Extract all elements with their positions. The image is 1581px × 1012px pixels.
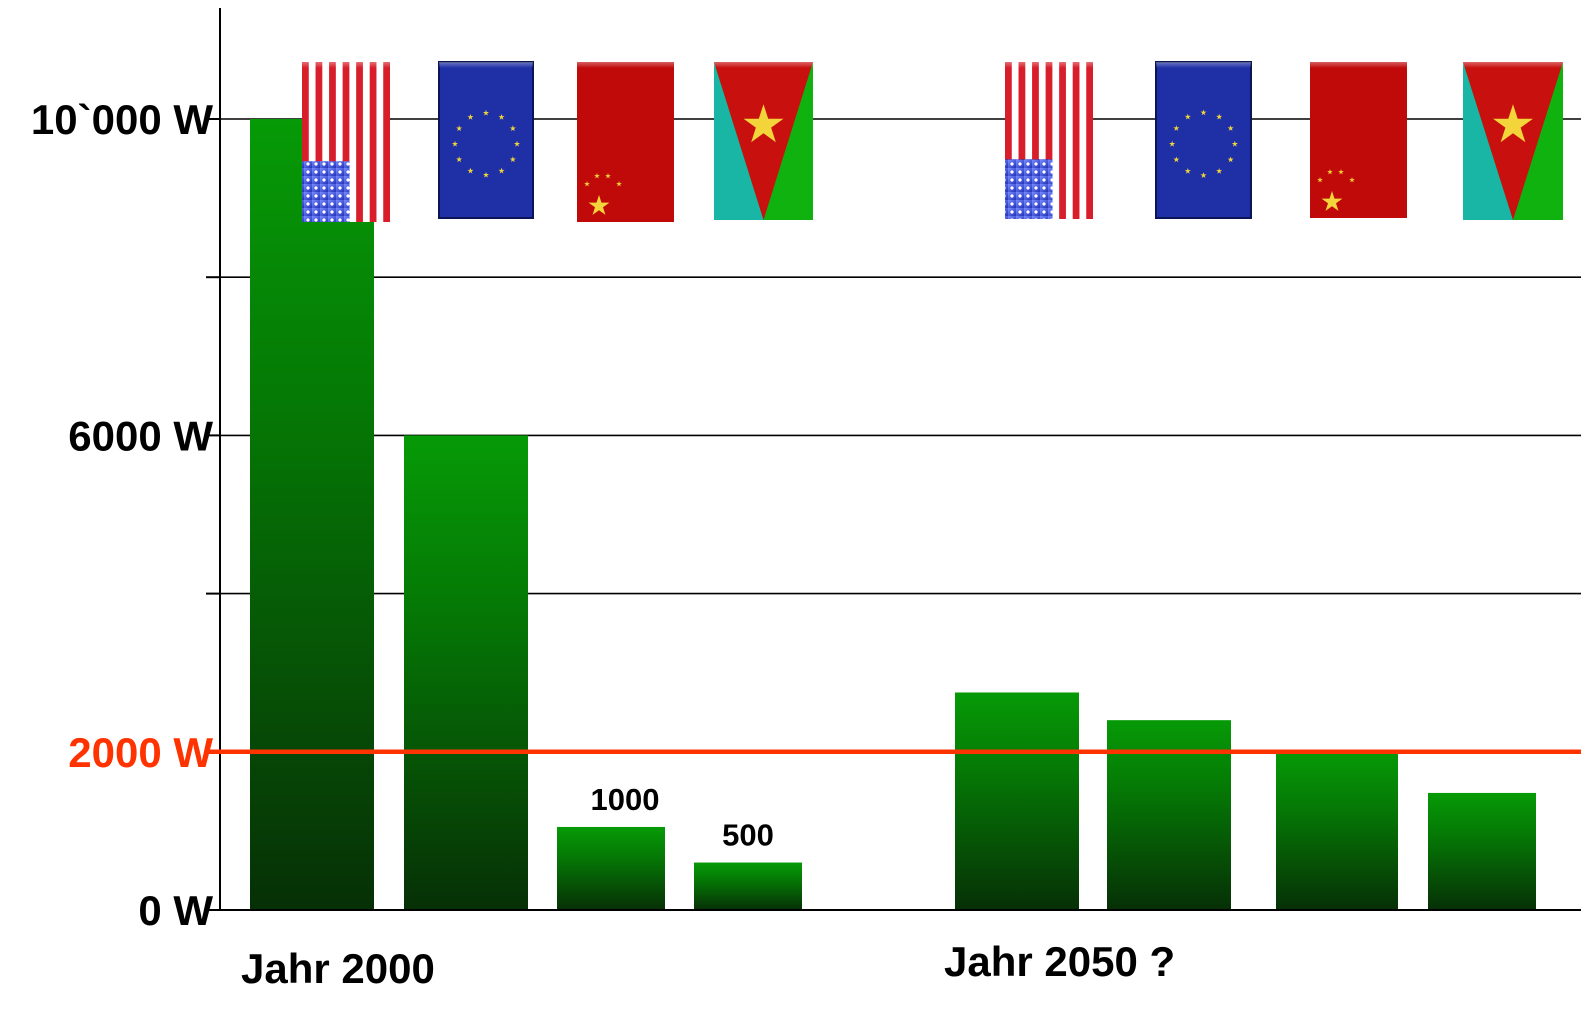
bar — [250, 119, 374, 910]
eu-flag-icon — [1155, 61, 1252, 219]
bar — [694, 862, 802, 910]
bar — [1428, 792, 1536, 910]
y-tick-label: 6000 W — [68, 412, 213, 459]
bars — [250, 119, 1536, 910]
group-label: Jahr 2000 — [241, 945, 435, 992]
usa-flag-icon — [1005, 62, 1093, 219]
group-label: Jahr 2050 ? — [944, 938, 1175, 985]
labels: 1000 500 0 W 2000 W 6000 W 10`000 W Jahr 2000 J… — [31, 96, 1175, 992]
china-flag-icon — [1310, 62, 1407, 218]
bar — [955, 692, 1079, 910]
bar — [1276, 751, 1398, 910]
y-tick-label: 0 W — [138, 887, 213, 934]
bar-data-label: 1000 — [591, 782, 660, 817]
bar — [557, 826, 665, 910]
china-flag-icon — [577, 62, 674, 222]
bar — [404, 435, 528, 910]
y-tick-label: 2000 W — [68, 729, 213, 776]
flags — [302, 61, 1563, 222]
eu-flag-icon — [438, 61, 534, 219]
axes — [206, 8, 1581, 911]
eritrea-flag-icon — [714, 62, 813, 220]
bar-data-label: 500 — [722, 818, 774, 853]
usa-flag-icon — [302, 62, 390, 222]
bar — [1107, 720, 1231, 910]
eritrea-flag-icon — [1463, 62, 1563, 220]
y-tick-label: 10`000 W — [31, 96, 213, 143]
